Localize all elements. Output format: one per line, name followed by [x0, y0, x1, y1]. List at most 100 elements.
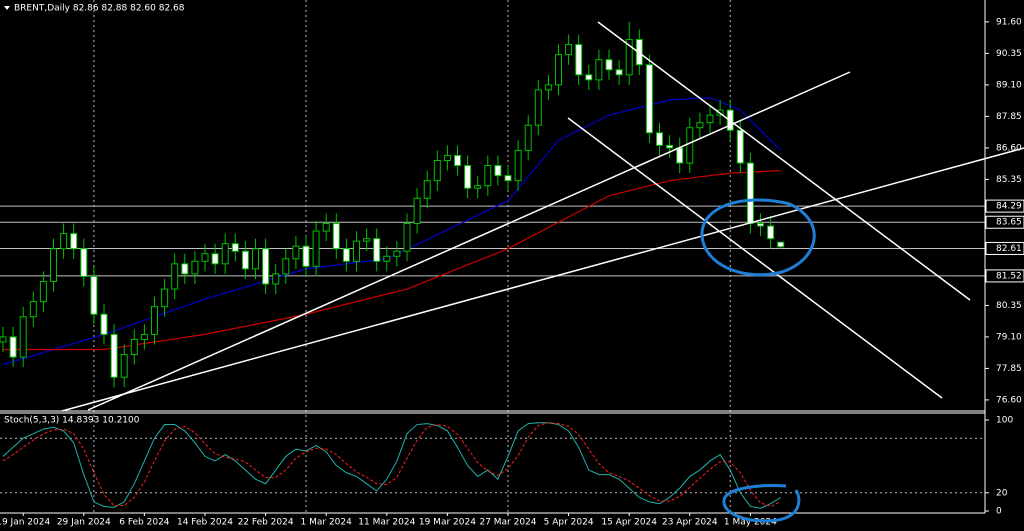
level-label-box — [985, 241, 1024, 255]
candle-body — [231, 243, 239, 252]
candle-body — [443, 154, 451, 161]
candle-body — [39, 280, 47, 303]
candle-body — [676, 147, 684, 164]
candle-body — [383, 255, 391, 262]
candle-body — [403, 223, 411, 252]
menu-arrow — [4, 6, 10, 10]
trendline — [87, 71, 851, 411]
candle-body — [171, 263, 179, 290]
candle-body — [100, 313, 108, 335]
candle-body — [686, 127, 694, 164]
candle-body — [110, 333, 118, 378]
trendline — [61, 147, 1024, 412]
candle-body — [312, 230, 320, 267]
y-tick-label: 76.60 — [996, 395, 1022, 405]
candle-body — [0, 336, 7, 343]
candle-body — [504, 175, 512, 182]
candle-body — [201, 253, 209, 262]
x-tick-label: 1 Mar 2024 — [301, 518, 353, 528]
chart-title: BRENT,Daily 82.86 82.88 82.60 82.68 — [14, 4, 185, 14]
candle-body — [130, 338, 138, 356]
candle-body — [625, 39, 633, 76]
level-label-box — [985, 199, 1024, 213]
candle-body — [585, 74, 593, 81]
candle-body — [292, 245, 300, 260]
candle-body — [161, 288, 169, 308]
level-label-box — [985, 269, 1024, 283]
candle-body — [615, 69, 623, 76]
candle-body — [272, 273, 280, 285]
x-tick-label: 23 Apr 2024 — [662, 518, 718, 528]
candle-body — [262, 248, 270, 285]
candle-body — [736, 129, 744, 164]
candle-body — [454, 154, 461, 167]
x-tick-label: 14 Feb 2024 — [177, 518, 233, 528]
candle-body — [60, 233, 68, 250]
candle-body — [140, 333, 148, 340]
candle-body — [464, 165, 472, 189]
y-tick-label: 85.35 — [996, 175, 1022, 185]
x-tick-label: 22 Feb 2024 — [238, 518, 294, 528]
candle-body — [767, 225, 775, 240]
candle-body — [221, 243, 229, 265]
highlight-circle — [722, 484, 801, 523]
candle-body — [363, 238, 371, 242]
y-tick-label: 89.10 — [996, 80, 1022, 90]
candle-body — [241, 250, 249, 270]
candle-body — [181, 263, 189, 275]
candle-body — [120, 354, 128, 378]
moving-average — [2, 96, 782, 366]
y-tick-label: 79.10 — [996, 332, 1022, 342]
indicator-tick-label: 100 — [996, 416, 1013, 426]
candle-body — [433, 159, 441, 182]
candle-body — [50, 248, 57, 282]
candle-body — [575, 44, 583, 76]
y-tick-label: 80.35 — [996, 301, 1022, 311]
level-label: 82.61 — [996, 244, 1022, 254]
candle-body — [595, 59, 603, 81]
candle-body — [151, 306, 158, 335]
candle-body — [332, 223, 340, 250]
candle-body — [90, 275, 98, 315]
indicator-tick-label: 0 — [996, 506, 1002, 516]
candle-body — [282, 258, 290, 275]
x-tick-label: 29 Jan 2024 — [57, 518, 111, 528]
candle-body — [484, 165, 492, 187]
level-label: 83.65 — [996, 218, 1022, 228]
candle-body — [494, 165, 502, 177]
candle-body — [70, 233, 78, 250]
candle-body — [605, 59, 613, 71]
candle-body — [706, 114, 714, 124]
candle-body — [555, 54, 562, 86]
candle-body — [777, 241, 785, 248]
level-label: 81.52 — [996, 271, 1022, 281]
candle-body — [211, 253, 219, 265]
x-tick-label: 5 Apr 2024 — [544, 518, 594, 528]
candle-body — [19, 316, 27, 358]
candle-body — [514, 149, 522, 182]
candle-body — [322, 223, 330, 232]
candle-body — [29, 301, 37, 318]
channel-line — [597, 21, 971, 301]
channel-line — [567, 117, 943, 399]
candle-body — [565, 44, 573, 56]
candle-body — [373, 238, 381, 262]
indicator-title: Stoch(5,3,3) 14.8393 10.2100 — [4, 416, 140, 426]
level-label: 84.29 — [996, 202, 1022, 212]
candle-body — [9, 336, 17, 358]
x-tick-label: 19 Jan 2024 — [0, 518, 50, 528]
candle-body — [544, 84, 552, 91]
candle-body — [393, 250, 401, 257]
y-tick-label: 77.85 — [996, 364, 1022, 374]
y-tick-label: 91.60 — [996, 17, 1022, 27]
level-label-box — [985, 215, 1024, 229]
x-tick-label: 15 Apr 2024 — [601, 518, 657, 528]
candle-body — [413, 197, 421, 225]
x-tick-label: 11 Mar 2024 — [358, 518, 415, 528]
indicator-tick-label: 20 — [996, 488, 1008, 498]
y-tick-label: 86.60 — [996, 143, 1022, 153]
stochastic-line — [2, 422, 781, 509]
candle-body — [342, 248, 350, 262]
